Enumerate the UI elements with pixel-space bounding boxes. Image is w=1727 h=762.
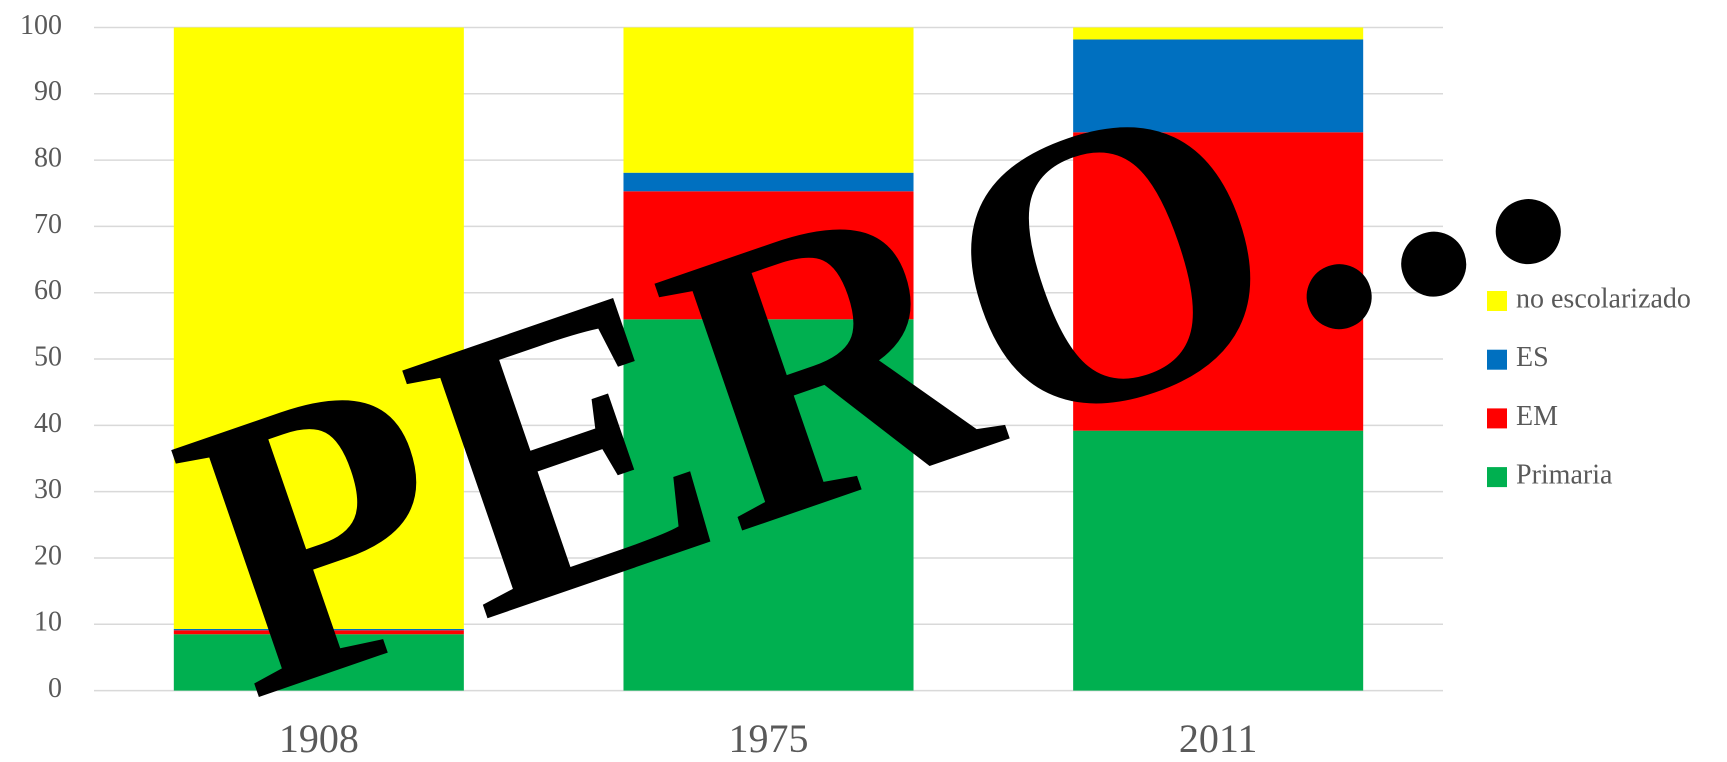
legend-label: EM <box>1516 401 1558 432</box>
legend-swatch <box>1487 349 1507 370</box>
x-tick-label: 2011 <box>1179 716 1258 761</box>
bar-segment <box>173 634 464 691</box>
y-tick-label: 80 <box>34 143 62 174</box>
x-tick-label: 1975 <box>729 716 809 761</box>
legend-label: ES <box>1516 342 1549 373</box>
bar-segment <box>1073 27 1364 40</box>
y-tick-label: 60 <box>34 275 62 306</box>
y-tick-label: 0 <box>48 673 62 704</box>
legend-swatch <box>1487 291 1507 311</box>
bar-segment <box>173 628 464 631</box>
bar-segment <box>173 630 464 635</box>
y-tick-label: 100 <box>20 10 62 41</box>
legend-swatch <box>1487 467 1507 488</box>
y-tick-label: 40 <box>34 408 62 439</box>
bar-segment <box>623 319 914 691</box>
y-tick-label: 20 <box>34 540 62 571</box>
legend-label: no escolarizado <box>1516 283 1691 314</box>
y-tick-label: 30 <box>34 474 62 505</box>
legend-swatch <box>1487 408 1507 429</box>
bar-segment <box>623 172 914 192</box>
bar-segment <box>623 27 914 173</box>
bar-segment <box>1073 39 1364 133</box>
y-tick-label: 50 <box>34 341 62 372</box>
y-tick-label: 90 <box>34 76 62 107</box>
x-tick-label: 1908 <box>279 716 359 761</box>
y-tick-label: 10 <box>34 607 62 638</box>
bar-segment <box>173 27 464 629</box>
bar-segment <box>1073 430 1364 691</box>
y-tick-label: 70 <box>34 209 62 240</box>
bar-segment <box>1073 132 1364 431</box>
bar-segment <box>623 191 914 320</box>
legend-label: Primaria <box>1516 460 1613 491</box>
